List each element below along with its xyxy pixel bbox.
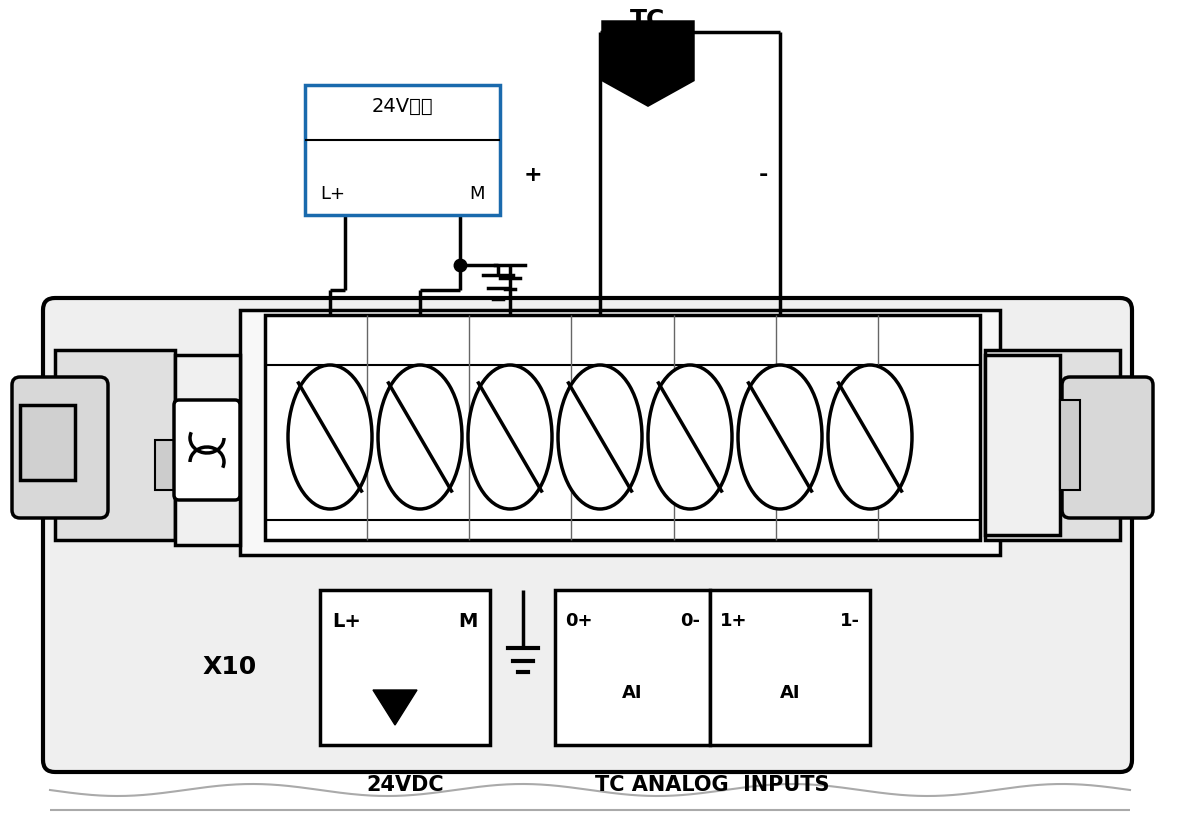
Bar (984, 350, 1120, 540)
Ellipse shape (558, 365, 643, 509)
Polygon shape (373, 690, 417, 725)
Bar (984, 355, 1060, 535)
Bar (55, 350, 174, 540)
Bar (710, 590, 870, 745)
Ellipse shape (828, 365, 913, 509)
Text: L+: L+ (332, 612, 361, 631)
Text: 24V电源: 24V电源 (371, 97, 434, 116)
Bar (20, 405, 75, 480)
Text: -: - (758, 165, 768, 185)
Ellipse shape (288, 365, 373, 509)
Bar (305, 85, 500, 215)
Text: L+: L+ (320, 185, 345, 203)
Text: M: M (469, 185, 485, 203)
Text: 0+: 0+ (565, 612, 593, 630)
Ellipse shape (648, 365, 732, 509)
Bar (241, 310, 1000, 555)
Text: AI: AI (779, 683, 801, 701)
Bar (265, 315, 980, 540)
Text: TC: TC (631, 8, 666, 32)
Ellipse shape (468, 365, 552, 509)
Text: X10: X10 (203, 656, 257, 680)
FancyBboxPatch shape (42, 298, 1132, 772)
FancyBboxPatch shape (12, 377, 108, 518)
Ellipse shape (738, 365, 822, 509)
Text: AI: AI (623, 683, 643, 701)
Bar (1060, 400, 1080, 490)
Ellipse shape (378, 365, 462, 509)
Bar (174, 355, 241, 545)
Text: 1-: 1- (839, 612, 859, 630)
Text: 0-: 0- (680, 612, 700, 630)
Text: 1+: 1+ (720, 612, 747, 630)
Text: M: M (459, 612, 477, 631)
Bar (555, 590, 710, 745)
Text: 24VDC: 24VDC (367, 775, 443, 795)
Polygon shape (602, 22, 693, 105)
FancyBboxPatch shape (1062, 377, 1153, 518)
Bar (320, 590, 490, 745)
FancyBboxPatch shape (174, 400, 241, 500)
Text: +: + (523, 165, 542, 185)
Text: TC ANALOG  INPUTS: TC ANALOG INPUTS (595, 775, 830, 795)
Bar (154, 440, 195, 490)
